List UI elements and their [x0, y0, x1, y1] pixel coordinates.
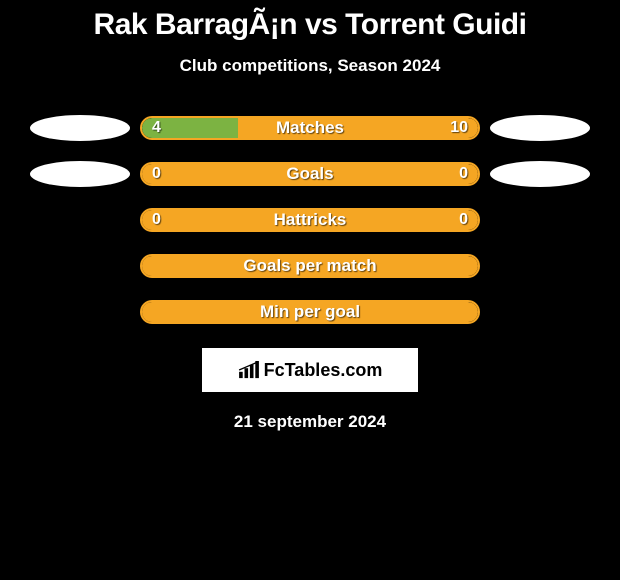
right-oval: [490, 161, 590, 187]
stat-bar: Min per goal: [140, 300, 480, 324]
stat-row: Min per goal: [0, 300, 620, 324]
right-spacer: [490, 253, 590, 279]
right-oval: [490, 115, 590, 141]
left-spacer: [30, 299, 130, 325]
stat-label: Goals per match: [142, 256, 478, 276]
subtitle: Club competitions, Season 2024: [0, 56, 620, 76]
title-player1: Rak BarragÃ¡n: [94, 8, 298, 41]
date-text: 21 september 2024: [0, 412, 620, 432]
stat-bar: Goals per match: [140, 254, 480, 278]
stat-row: 00Goals: [0, 162, 620, 186]
stat-row: 410Matches: [0, 116, 620, 140]
stat-row: 00Hattricks: [0, 208, 620, 232]
stat-label: Goals: [142, 164, 478, 184]
page-title: Rak BarragÃ¡n vs Torrent Guidi: [0, 8, 620, 42]
stat-rows: 410Matches 00Goals 00Hattricks Goals per ma…: [0, 116, 620, 324]
stat-label: Hattricks: [142, 210, 478, 230]
stat-row: Goals per match: [0, 254, 620, 278]
logo-box: FcTables.com: [202, 348, 418, 392]
stat-bar: 00Hattricks: [140, 208, 480, 232]
stat-label: Min per goal: [142, 302, 478, 322]
stat-bar: 00Goals: [140, 162, 480, 186]
left-oval: [30, 161, 130, 187]
comparison-infographic: Rak BarragÃ¡n vs Torrent Guidi Club comp…: [0, 0, 620, 432]
left-oval: [30, 115, 130, 141]
stat-label: Matches: [142, 118, 478, 138]
title-vs: vs: [305, 8, 337, 41]
stat-bar: 410Matches: [140, 116, 480, 140]
logo-text: FcTables.com: [264, 360, 383, 381]
left-spacer: [30, 207, 130, 233]
bar-chart-icon: [238, 361, 260, 379]
right-spacer: [490, 207, 590, 233]
right-spacer: [490, 299, 590, 325]
left-spacer: [30, 253, 130, 279]
title-player2: Torrent Guidi: [345, 8, 526, 41]
